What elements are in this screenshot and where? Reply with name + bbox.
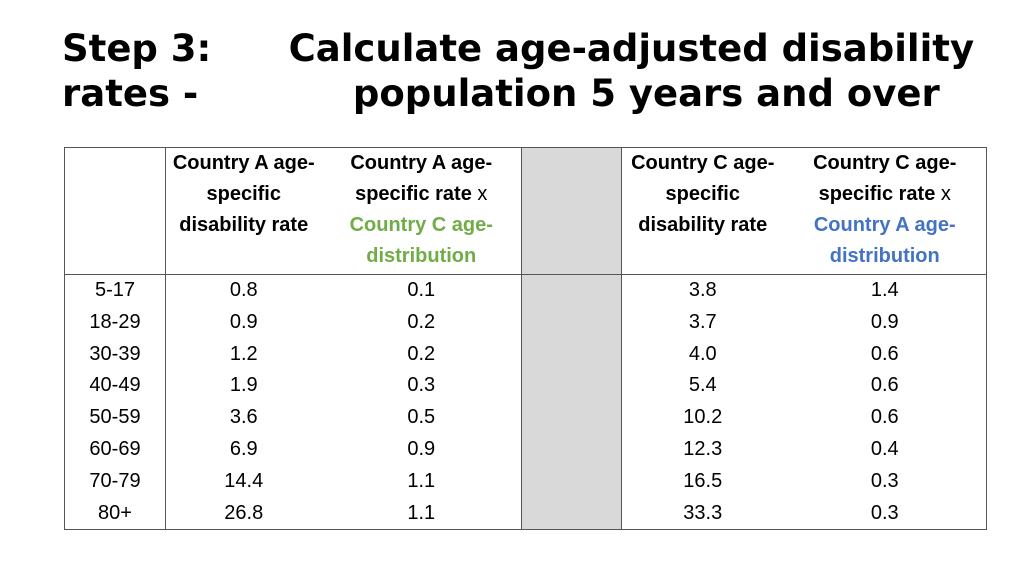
country-c-rate-x-distribution-cell: 0.6 (783, 402, 987, 434)
country-c-rate-x-distribution-cell: 0.6 (783, 338, 987, 371)
header-country-c-distribution: Country C age-distribution (349, 214, 493, 267)
country-c-rate-cell: 33.3 (621, 497, 784, 531)
header-country-a-rate-x-prefix: Country A age-specific rate (350, 152, 493, 205)
country-c-rate-cell: 4.0 (688, 342, 717, 365)
header-country-a-rate-x-country-c-distribution: Country A age-specific rate x Country C … (321, 147, 522, 275)
country-a-rate-cell: 14.4 (224, 469, 264, 492)
age-group-cell: 60-69 (64, 433, 166, 466)
slide-title: Step 3: Calculate age-adjusted disabilit… (62, 26, 974, 116)
country-c-rate-x-distribution-cell: 0.3 (783, 497, 987, 531)
table-row: 80+ 26.8 1.1 33.3 0.3 (64, 497, 987, 531)
slide-title-line-1: Step 3: Calculate age-adjusted disabilit… (62, 27, 975, 70)
header-country-c-rate-x-country-a-distribution: Country C age-specific rate x Country A … (783, 147, 987, 275)
country-c-rate-cell: 5.4 (688, 374, 717, 397)
header-times-symbol: x (940, 183, 951, 205)
header-country-a-distribution: Country A age-distribution (813, 214, 956, 267)
country-c-rate-cell: 3.8 (688, 279, 717, 301)
gap-cell (521, 497, 622, 531)
gap-cell (521, 433, 622, 466)
table-row: 70-79 14.4 1.1 16.5 0.3 (64, 465, 987, 498)
country-a-rate-cell: 26.8 (165, 497, 322, 531)
country-c-rate-x-distribution-cell: 0.9 (783, 306, 987, 339)
country-a-rate-x-distribution-cell: 0.1 (321, 274, 522, 307)
age-group-cell: 5-17 (64, 274, 166, 307)
age-group-cell: 30-39 (64, 338, 166, 371)
header-country-c-rate-x-prefix: Country C age-specific rate (813, 152, 957, 205)
table-row: 18-29 0.9 0.2 3.7 0.9 (64, 306, 987, 339)
disability-rate-table: Country A age-specific disability rate C… (64, 147, 987, 531)
table-row: 30-39 1.2 0.2 4.0 0.6 (64, 338, 987, 371)
country-c-rate-x-distribution-cell: 1.4 (783, 274, 987, 307)
age-group-cell: 40-49 (64, 370, 166, 403)
header-age-group (64, 147, 166, 275)
country-a-rate-x-distribution-cell: 0.3 (321, 370, 522, 403)
country-a-rate-x-distribution-cell: 0.2 (321, 338, 522, 371)
gap-cell (521, 465, 622, 498)
age-group-cell: 50-59 (64, 402, 166, 434)
gap-cell (521, 402, 622, 434)
age-group-cell: 18-29 (64, 306, 166, 339)
country-a-rate-cell: 3.6 (229, 406, 258, 429)
country-a-rate-cell: 6.9 (229, 437, 258, 460)
gap-cell (521, 370, 622, 403)
country-a-rate-x-distribution-cell: 1.1 (321, 465, 522, 498)
slide-title-line-2: rates - population 5 years and over (62, 72, 940, 115)
gap-cell (521, 274, 622, 307)
table-row: 50-59 3.6 0.5 10.2 0.6 (64, 402, 987, 434)
country-c-rate-x-distribution-cell: 0.6 (783, 370, 987, 403)
country-a-rate-cell: 1.2 (229, 342, 258, 365)
age-group-cell: 70-79 (64, 465, 166, 498)
table-row: 40-49 1.9 0.3 5.4 0.6 (64, 370, 987, 403)
table-header-row: Country A age-specific disability rate C… (64, 147, 987, 275)
header-gap-column (521, 147, 622, 275)
table-row: 60-69 6.9 0.9 12.3 0.4 (64, 433, 987, 466)
table-row: 5-17 0.8 0.1 3.8 1.4 (64, 274, 987, 307)
age-group-cell: 80+ (64, 497, 166, 531)
country-a-rate-cell: 0.8 (229, 279, 258, 301)
country-c-rate-cell: 3.7 (688, 310, 717, 333)
gap-cell (521, 306, 622, 339)
country-c-rate-cell: 16.5 (683, 469, 723, 492)
table-body: 5-17 0.8 0.1 3.8 1.4 18-29 0.9 0.2 3.7 0.9 30-39 1.… (64, 274, 987, 531)
country-a-rate-x-distribution-cell: 0.5 (321, 402, 522, 434)
country-c-rate-x-distribution-cell: 0.3 (783, 465, 987, 498)
country-a-rate-cell: 1.9 (229, 374, 258, 397)
country-c-rate-cell: 10.2 (683, 406, 723, 429)
gap-cell (521, 338, 622, 371)
country-c-rate-x-distribution-cell: 0.4 (783, 433, 987, 466)
header-times-symbol: x (477, 183, 488, 205)
country-a-rate-x-distribution-cell: 0.2 (321, 306, 522, 339)
header-country-a-rate: Country A age-specific disability rate (165, 147, 322, 275)
country-c-rate-cell: 12.3 (683, 437, 723, 460)
country-a-rate-x-distribution-cell: 0.9 (321, 433, 522, 466)
header-country-c-rate: Country C age-specific disability rate (621, 147, 784, 275)
country-a-rate-cell: 0.9 (229, 310, 258, 333)
country-a-rate-x-distribution-cell: 1.1 (321, 497, 522, 531)
